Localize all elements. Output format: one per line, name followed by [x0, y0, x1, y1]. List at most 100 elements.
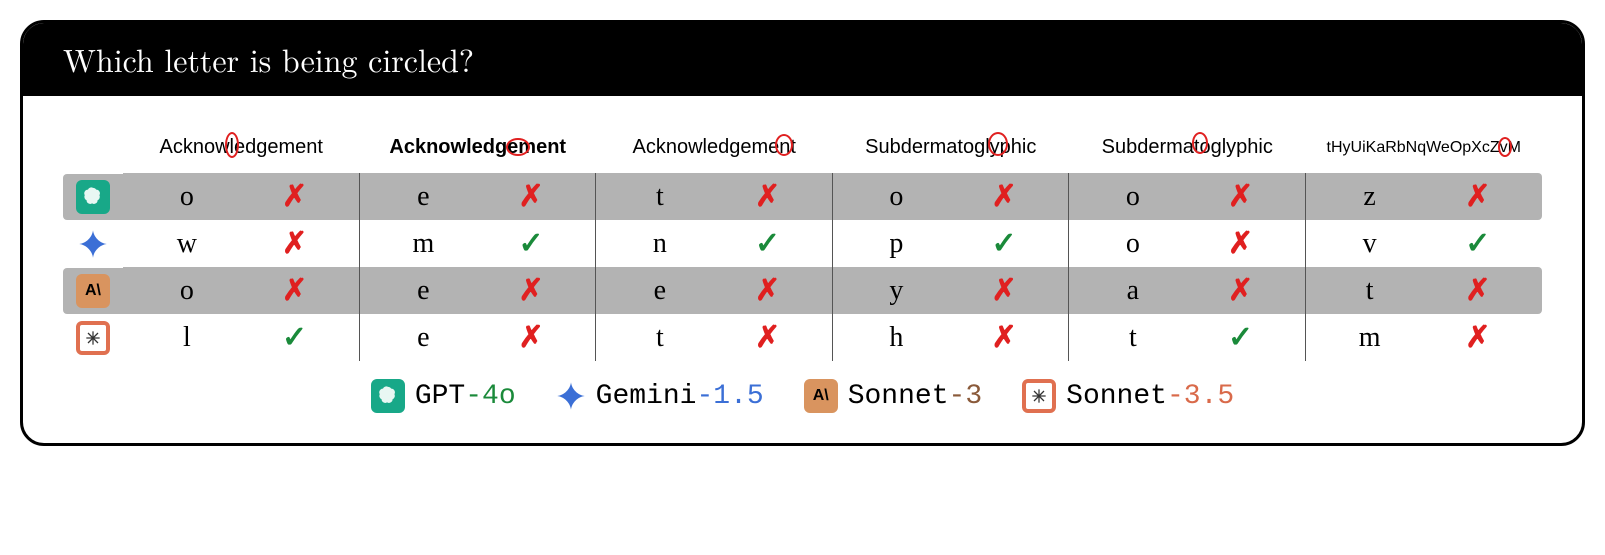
mark-wrong-icon: ✗ — [252, 226, 338, 261]
cell-gemini-4: p✓ — [833, 220, 1070, 267]
answer: v — [1326, 228, 1413, 260]
mark-wrong-icon: ✗ — [252, 273, 338, 308]
comparison-card: Which letter is being circled? Acknowled… — [20, 20, 1585, 446]
cell-gpt-4: o✗ — [833, 173, 1070, 220]
sonnet35-icon — [1022, 379, 1056, 413]
cell-s3-1: o✗ — [123, 267, 360, 314]
cell-s3-2: e✗ — [360, 267, 597, 314]
mark-wrong-icon: ✗ — [252, 179, 338, 214]
mark-wrong-icon: ✗ — [1435, 320, 1522, 355]
legend-gpt: GPT-4o — [371, 379, 516, 413]
mark-correct-icon: ✓ — [725, 226, 811, 261]
legend-name: Sonnet — [848, 381, 949, 412]
model-icon-gpt — [63, 174, 123, 220]
answer: y — [853, 275, 939, 307]
model-icon-gemini — [63, 223, 123, 265]
cell-s35-3: t✗ — [596, 314, 833, 361]
answer: l — [144, 322, 230, 354]
answer: m — [1326, 322, 1413, 354]
cell-s35-6: m✗ — [1306, 314, 1543, 361]
card-title: Which letter is being circled? — [23, 23, 1582, 96]
mark-wrong-icon: ✗ — [488, 179, 574, 214]
answer: h — [853, 322, 939, 354]
answer: t — [617, 322, 703, 354]
gpt-icon — [76, 180, 110, 214]
claude-icon: A\ — [76, 274, 110, 308]
mark-wrong-icon: ✗ — [961, 273, 1047, 308]
legend-version: -1.5 — [696, 381, 763, 412]
answer: n — [617, 228, 703, 260]
word-4: Subdermatoglyphic — [865, 136, 1036, 158]
mark-wrong-icon: ✗ — [1198, 179, 1284, 214]
answer: m — [380, 228, 466, 260]
gpt-icon — [371, 379, 405, 413]
mark-correct-icon: ✓ — [488, 226, 574, 261]
mark-wrong-icon: ✗ — [961, 320, 1047, 355]
cell-s3-5: a✗ — [1069, 267, 1306, 314]
column-header-5: Subdermatoglyphic — [1069, 126, 1306, 173]
legend-gemini: Gemini-1.5 — [556, 379, 764, 413]
cell-gemini-6: v✓ — [1306, 220, 1543, 267]
mark-wrong-icon: ✗ — [725, 273, 811, 308]
cell-s3-4: y✗ — [833, 267, 1070, 314]
word-2: Acknowledgement — [389, 136, 566, 158]
cell-gpt-5: o✗ — [1069, 173, 1306, 220]
mark-wrong-icon: ✗ — [1198, 226, 1284, 261]
mark-wrong-icon: ✗ — [488, 320, 574, 355]
mark-wrong-icon: ✗ — [1435, 273, 1522, 308]
answer: z — [1326, 181, 1413, 213]
word-1: Acknowledgement — [160, 136, 323, 158]
cell-s35-4: h✗ — [833, 314, 1070, 361]
cell-gpt-2: e✗ — [360, 173, 597, 220]
legend-sonnet35: Sonnet-3.5 — [1022, 379, 1234, 413]
cell-gpt-1: o✗ — [123, 173, 360, 220]
mark-wrong-icon: ✗ — [725, 320, 811, 355]
legend-name: Gemini — [596, 381, 697, 412]
word-6: tHyUiKaRbNqWeOpXcZvM — [1327, 139, 1521, 156]
cell-s35-5: t✓ — [1069, 314, 1306, 361]
answer: p — [853, 228, 939, 260]
cell-gemini-2: m✓ — [360, 220, 597, 267]
answer: o — [144, 181, 230, 213]
cell-s35-1: l✓ — [123, 314, 360, 361]
claude-icon: A\ — [804, 379, 838, 413]
answer: t — [1326, 275, 1413, 307]
results-table: Acknowledgement Acknowledgement Acknowle… — [63, 126, 1542, 361]
model-icon-sonnet35 — [63, 315, 123, 361]
legend-name: Sonnet — [1066, 381, 1167, 412]
word-5: Subdermatoglyphic — [1102, 136, 1273, 158]
column-header-2: Acknowledgement — [360, 126, 597, 173]
answer: e — [380, 322, 466, 354]
legend-version: -4o — [465, 381, 515, 412]
cell-s3-6: t✗ — [1306, 267, 1543, 314]
answer: o — [144, 275, 230, 307]
column-header-6: tHyUiKaRbNqWeOpXcZvM — [1306, 129, 1543, 171]
mark-wrong-icon: ✗ — [1435, 179, 1522, 214]
word-3: Acknowledgement — [633, 136, 796, 158]
answer: e — [380, 181, 466, 213]
cell-s35-2: e✗ — [360, 314, 597, 361]
gemini-icon — [78, 229, 108, 259]
answer: o — [1090, 181, 1176, 213]
legend: GPT-4o Gemini-1.5 A\ Sonnet-3 Sonnet-3.5 — [63, 361, 1542, 423]
model-icon-sonnet3: A\ — [63, 268, 123, 314]
mark-correct-icon: ✓ — [1198, 320, 1284, 355]
cell-s3-3: e✗ — [596, 267, 833, 314]
cell-gpt-6: z✗ — [1306, 173, 1543, 220]
mark-correct-icon: ✓ — [1435, 226, 1522, 261]
card-body: Acknowledgement Acknowledgement Acknowle… — [23, 96, 1582, 443]
answer: a — [1090, 275, 1176, 307]
mark-wrong-icon: ✗ — [488, 273, 574, 308]
answer: e — [380, 275, 466, 307]
mark-wrong-icon: ✗ — [725, 179, 811, 214]
column-header-3: Acknowledgement — [596, 126, 833, 173]
column-header-1: Acknowledgement — [123, 126, 360, 173]
answer: o — [853, 181, 939, 213]
cell-gemini-3: n✓ — [596, 220, 833, 267]
legend-name: GPT — [415, 381, 465, 412]
answer: e — [617, 275, 703, 307]
mark-correct-icon: ✓ — [252, 320, 338, 355]
column-header-4: Subdermatoglyphic — [833, 126, 1070, 173]
cell-gemini-1: w✗ — [123, 220, 360, 267]
answer: t — [617, 181, 703, 213]
